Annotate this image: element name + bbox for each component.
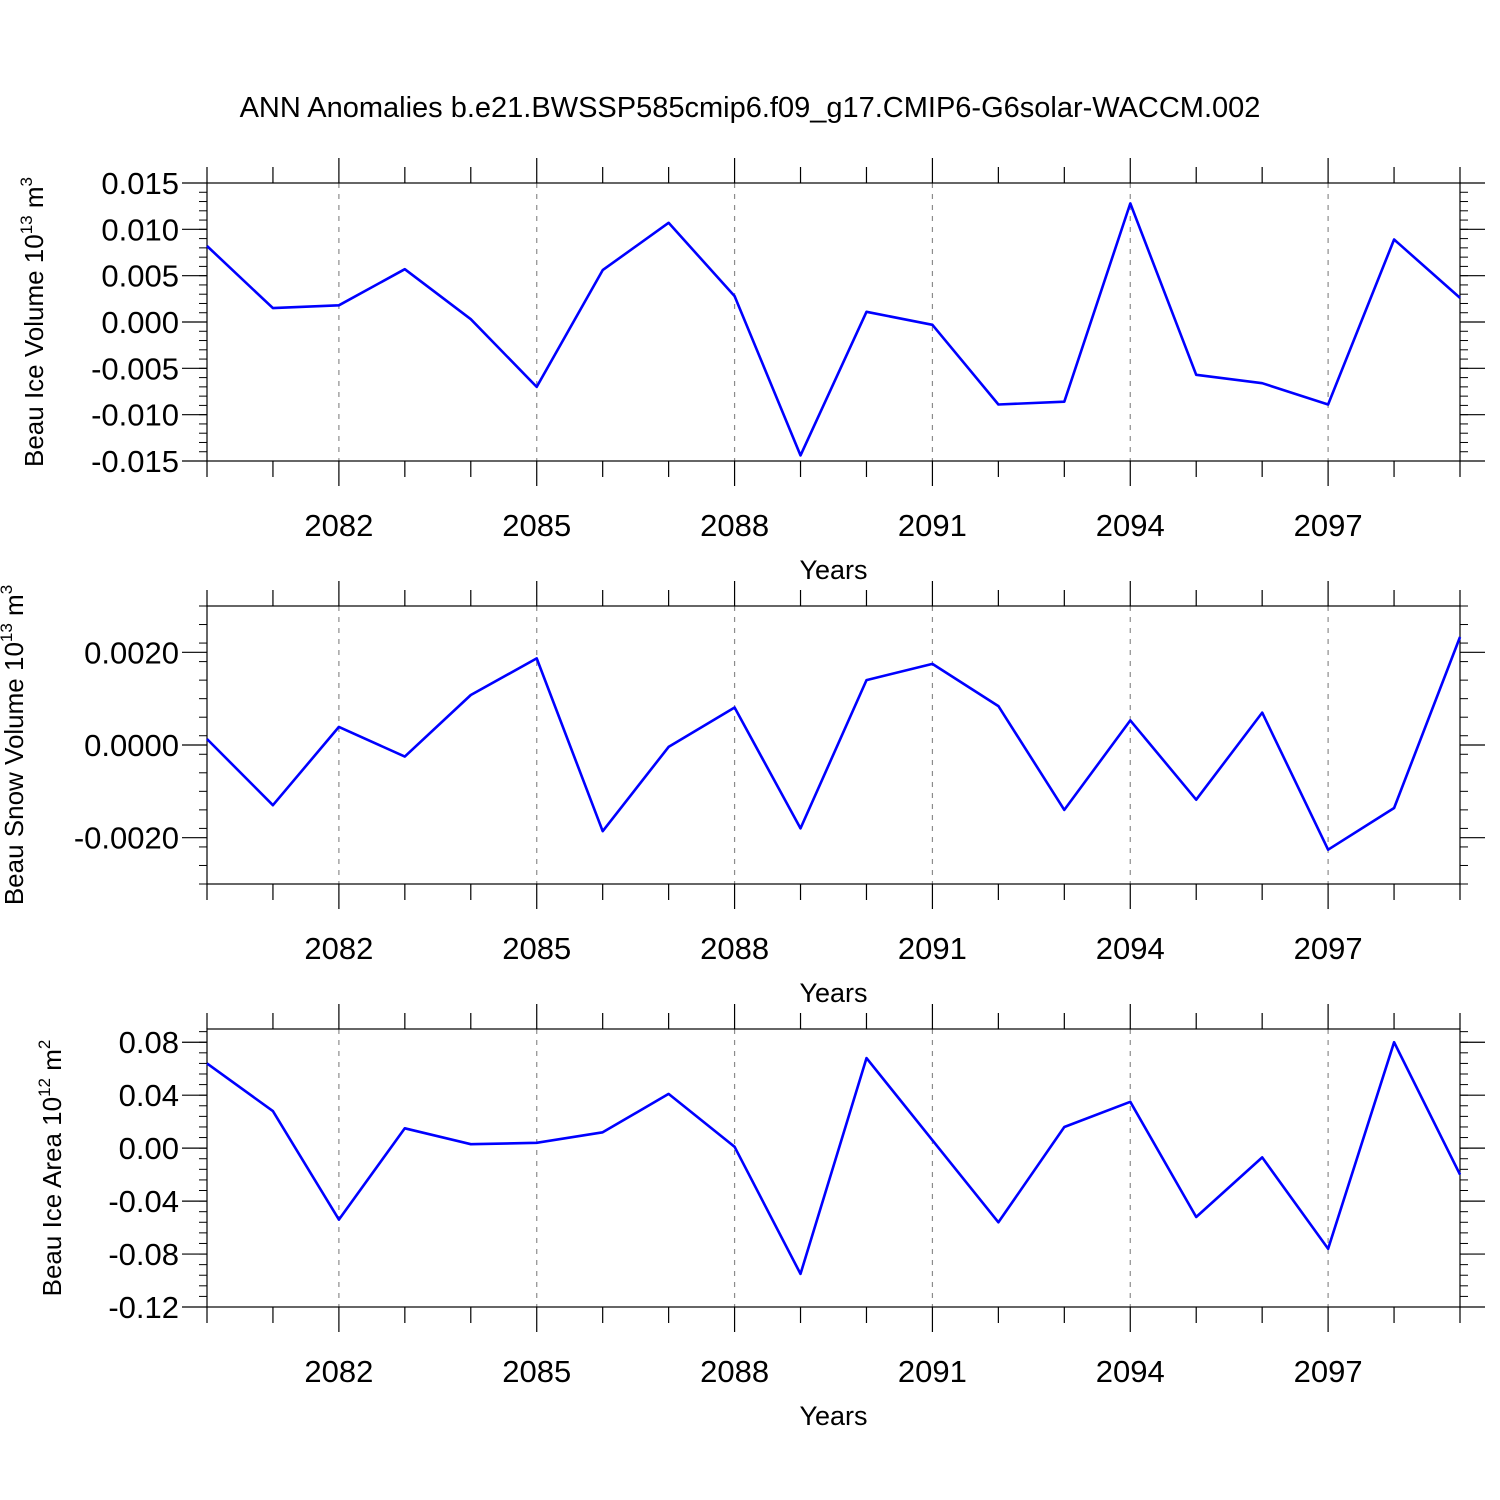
y-axis-label-part: m [37,1049,67,1078]
x-tick-label: 2094 [1096,508,1165,543]
x-tick-label: 2094 [1096,1354,1165,1389]
x-tick-label: 2097 [1294,508,1363,543]
y-tick-label: 0.0020 [84,635,179,670]
series-line [206,202,1461,457]
series-line [206,636,1462,852]
y-tick-label: 0.015 [101,166,179,201]
plot-frame [206,605,1461,885]
y-axis-label: Beau Ice Volume 1013 m3 [17,177,49,467]
y-axis-label: Beau Ice Area 1012 m2 [35,1040,67,1297]
x-tick-label: 2082 [304,1354,373,1389]
y-axis-label: Beau Snow Volume 1013 m3 [0,585,29,905]
y-axis-label-part: Beau Snow Volume 10 [0,642,29,905]
y-tick-label: -0.12 [108,1290,179,1325]
y-tick-label: 0.005 [101,259,179,294]
x-tick-label: 2082 [304,931,373,966]
y-axis-label-superscript: 13 [17,215,36,234]
y-tick-label: -0.08 [108,1237,179,1272]
x-tick-label: 2097 [1294,1354,1363,1389]
y-axis-label-superscript: 12 [35,1078,54,1097]
y-axis-label-part: Beau Ice Volume 10 [19,234,49,467]
y-axis-label-part: m [19,186,49,215]
snow-volume-panel: 0.0020 0.0000 -0.0020 2082 2085 2088 2091 2094 2… [0,581,1485,1008]
y-tick-label: 0.000 [101,305,179,340]
x-tick-label: 2091 [898,1354,967,1389]
y-axis-label-superscript: 2 [35,1040,54,1049]
x-tick-label: 2082 [304,508,373,543]
y-tick-label: 0.04 [119,1078,179,1113]
y-tick-label: -0.010 [91,398,179,433]
x-tick-label: 2091 [898,508,967,543]
x-axis-label: Years [799,555,867,585]
y-tick-label: 0.0000 [84,728,179,763]
y-tick-label: -0.04 [108,1184,179,1219]
y-tick-label: -0.0020 [74,821,179,856]
y-tick-label: -0.005 [91,351,179,386]
x-tick-label: 2094 [1096,931,1165,966]
y-tick-label: 0.08 [119,1025,179,1060]
y-axis-label-part: m [0,594,29,623]
x-tick-label: 2091 [898,931,967,966]
figure-title: ANN Anomalies b.e21.BWSSP585cmip6.f09_g1… [239,92,1261,124]
y-axis-label-superscript: 3 [0,585,16,594]
plot-frame [206,182,1461,462]
x-axis-label: Years [799,978,867,1008]
y-axis-label-superscript: 3 [17,177,36,186]
x-tick-label: 2085 [502,508,571,543]
series-line [206,1040,1462,1276]
x-tick-label: 2085 [502,1354,571,1389]
y-tick-label: 0.010 [101,212,179,247]
x-axis-label: Years [799,1401,867,1431]
x-tick-label: 2088 [700,1354,769,1389]
y-axis-label-superscript: 13 [0,623,16,642]
ice-area-panel: 0.08 0.04 0.00 -0.04 -0.08 -0.12 2082 2085 2088 2… [35,1004,1485,1431]
plot-frame [206,1028,1461,1308]
x-tick-label: 2088 [700,931,769,966]
y-axis-label-part: Beau Ice Area 10 [37,1097,67,1296]
ice-volume-panel: 0.015 0.010 0.005 0.000 -0.005 -0.010 -0.015 20… [17,158,1485,585]
x-tick-label: 2085 [502,931,571,966]
y-tick-label: -0.015 [91,444,179,479]
x-tick-label: 2097 [1294,931,1363,966]
y-tick-label: 0.00 [119,1131,179,1166]
x-tick-label: 2088 [700,508,769,543]
